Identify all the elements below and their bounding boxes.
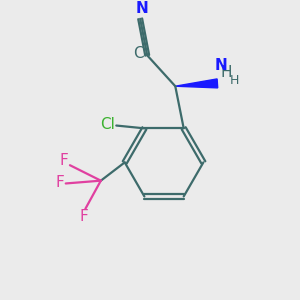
Text: F: F bbox=[80, 209, 88, 224]
Text: H: H bbox=[230, 74, 239, 86]
Text: N: N bbox=[135, 2, 148, 16]
Polygon shape bbox=[175, 79, 218, 88]
Text: F: F bbox=[59, 154, 68, 169]
Text: F: F bbox=[55, 175, 64, 190]
Text: Cl: Cl bbox=[100, 117, 115, 132]
Text: C: C bbox=[134, 46, 144, 62]
Text: H: H bbox=[220, 65, 232, 80]
Text: N: N bbox=[214, 58, 227, 74]
